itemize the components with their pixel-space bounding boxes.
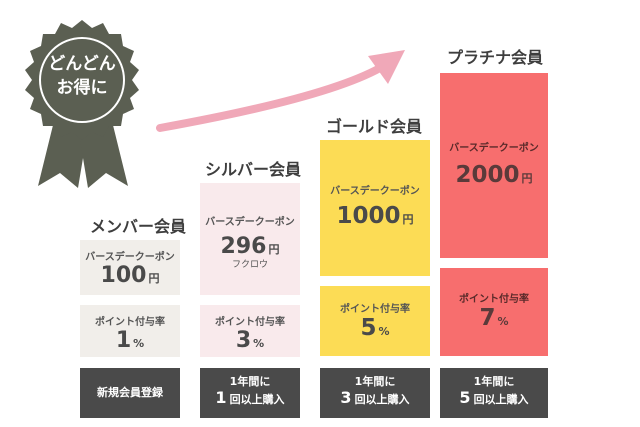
points-box-member: ポイント付与率 1%: [80, 305, 180, 357]
points-box-silver: ポイント付与率 3%: [200, 305, 300, 357]
requirement-line1: 1年間に: [354, 375, 396, 388]
coupon-label: バースデークーポン: [205, 217, 295, 228]
ribbon-badge-icon: [25, 20, 139, 188]
tier-title-member: メンバー会員: [90, 217, 187, 236]
badge-text: どんどん お得に: [32, 52, 132, 100]
points-value: 3%: [235, 328, 265, 353]
requirement-line2: 回以上購入: [354, 393, 410, 406]
badge-line1: どんどん: [48, 54, 116, 74]
requirement-gold: 1年間に 3 回以上購入: [320, 368, 430, 418]
requirement-line2: 回以上購入: [473, 393, 529, 406]
coupon-box-platinum: バースデークーポン 2000 円: [440, 73, 548, 258]
coupon-label: バースデークーポン: [449, 143, 539, 154]
badge-line2: お得に: [56, 78, 108, 98]
points-label: ポイント付与率: [340, 304, 410, 315]
requirement-line1: 1年間に: [229, 375, 271, 388]
requirement-member: 新規会員登録: [80, 368, 180, 418]
tier-title-silver: シルバー会員: [205, 160, 302, 179]
points-box-gold: ポイント付与率 5%: [320, 286, 430, 356]
points-box-platinum: ポイント付与率 7%: [440, 268, 548, 356]
requirement-count: 5: [459, 388, 471, 407]
points-value: 5%: [360, 315, 390, 341]
coupon-amount: 2000 円: [455, 162, 533, 188]
requirement-line1: 1年間に: [473, 375, 515, 388]
coupon-amount: 1000 円: [336, 203, 414, 229]
tier-title-gold: ゴールド会員: [326, 117, 423, 136]
coupon-amount: 100 円: [100, 263, 160, 288]
points-label: ポイント付与率: [95, 317, 165, 328]
requirement-count: 1: [215, 388, 227, 407]
coupon-box-gold: バースデークーポン 1000 円: [320, 140, 430, 276]
requirement-count: 3: [340, 388, 352, 407]
requirement-text: 新規会員登録: [97, 386, 163, 399]
coupon-box-silver: バースデークーポン 296 円 フクロウ: [200, 183, 300, 295]
points-label: ポイント付与率: [215, 317, 285, 328]
tier-title-platinum: プラチナ会員: [447, 48, 544, 67]
coupon-label: バースデークーポン: [85, 252, 175, 263]
coupon-box-member: バースデークーポン 100 円: [80, 240, 180, 295]
points-value: 7%: [479, 305, 509, 331]
coupon-note: フクロウ: [231, 260, 268, 270]
coupon-amount: 296 円: [220, 234, 280, 259]
coupon-label: バースデークーポン: [330, 186, 420, 197]
requirement-silver: 1年間に 1 回以上購入: [200, 368, 300, 418]
requirement-line2: 回以上購入: [229, 393, 285, 406]
points-value: 1%: [115, 328, 145, 353]
points-label: ポイント付与率: [459, 294, 529, 305]
upward-arrow-icon: [156, 50, 405, 132]
requirement-platinum: 1年間に 5 回以上購入: [440, 368, 548, 418]
